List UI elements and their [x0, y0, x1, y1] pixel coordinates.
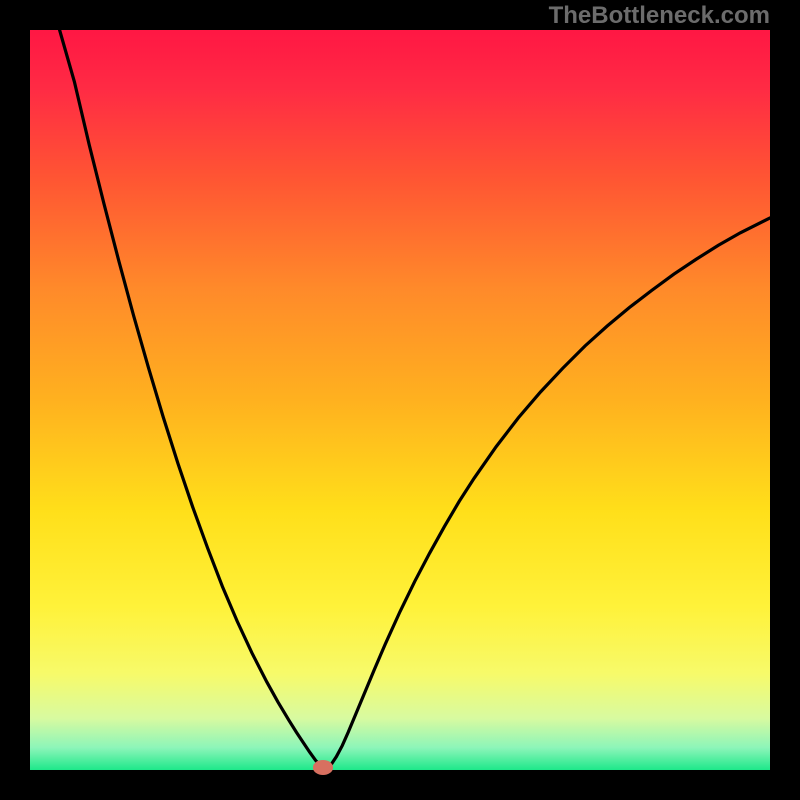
plot-area — [30, 30, 770, 770]
chart-container: TheBottleneck.com — [0, 0, 800, 800]
gradient-background — [30, 30, 770, 770]
optimal-point-marker — [313, 760, 334, 775]
watermark-text: TheBottleneck.com — [549, 2, 770, 30]
bottleneck-curve — [30, 30, 770, 770]
